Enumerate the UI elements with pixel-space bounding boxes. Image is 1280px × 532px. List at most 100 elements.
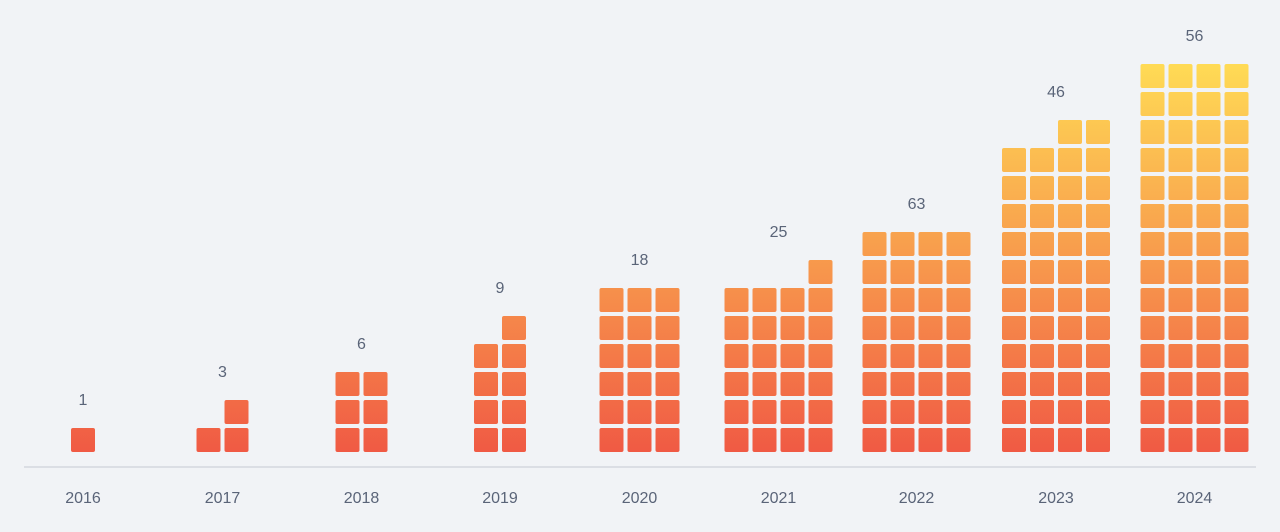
value-label-2023: 46	[1047, 84, 1065, 101]
block-2021-12	[808, 372, 833, 396]
block-2021-2	[752, 428, 777, 452]
block-2020-14	[627, 316, 652, 340]
block-2022-15	[918, 344, 943, 368]
block-2023-18	[1030, 316, 1054, 340]
x-tick-label-2020: 2020	[622, 490, 658, 507]
block-2017-1	[196, 428, 221, 452]
value-label-2022: 63	[908, 196, 926, 213]
labels-layer: 1 2016 3 2017 6 2018 9 2019 18 2020 25 2021 63 2022 46…	[65, 28, 1212, 507]
block-2023-1	[1002, 428, 1026, 452]
block-2022-27	[918, 260, 943, 284]
block-2022-5	[862, 400, 887, 424]
block-2023-19	[1058, 316, 1082, 340]
block-2021-13	[724, 344, 749, 368]
block-2018-1	[335, 428, 360, 452]
block-2023-34	[1030, 204, 1054, 228]
block-2023-27	[1058, 260, 1082, 284]
block-2022-17	[862, 316, 887, 340]
x-tick-label-2022: 2022	[899, 490, 935, 507]
block-2024-34	[1168, 204, 1193, 228]
block-2024-45	[1140, 120, 1165, 144]
block-2024-2	[1168, 428, 1193, 452]
block-2024-17	[1140, 316, 1165, 340]
block-2022-9	[862, 372, 887, 396]
block-2024-54	[1168, 64, 1193, 88]
block-2023-11	[1058, 372, 1082, 396]
block-2024-29	[1140, 232, 1165, 256]
block-2021-14	[752, 344, 777, 368]
block-2022-13	[862, 344, 887, 368]
block-2024-1	[1140, 428, 1165, 452]
block-2023-43	[1058, 148, 1082, 172]
block-2021-8	[808, 400, 833, 424]
block-2020-5	[627, 400, 652, 424]
block-2022-20	[946, 316, 971, 340]
block-2016-1	[71, 428, 95, 452]
block-2023-41	[1002, 148, 1026, 172]
block-2024-48	[1224, 120, 1249, 144]
block-2024-22	[1168, 288, 1193, 312]
block-2021-19	[780, 316, 805, 340]
block-2021-20	[808, 316, 833, 340]
block-2023-31	[1058, 232, 1082, 256]
block-2022-24	[946, 288, 971, 312]
block-2021-17	[724, 316, 749, 340]
block-2022-26	[890, 260, 915, 284]
block-2020-7	[599, 372, 624, 396]
block-2020-17	[627, 288, 652, 312]
block-2024-44	[1224, 148, 1249, 172]
block-2021-25	[808, 260, 833, 284]
block-2023-9	[1002, 372, 1026, 396]
block-2022-7	[918, 400, 943, 424]
block-2020-12	[655, 344, 680, 368]
block-2024-32	[1224, 232, 1249, 256]
block-2022-12	[946, 372, 971, 396]
x-tick-label-2021: 2021	[761, 490, 797, 507]
block-2023-24	[1086, 288, 1110, 312]
block-2023-46	[1086, 120, 1110, 144]
block-2017-2	[224, 428, 249, 452]
block-2024-36	[1224, 204, 1249, 228]
block-2020-1	[599, 428, 624, 452]
block-2021-11	[780, 372, 805, 396]
block-2023-13	[1002, 344, 1026, 368]
block-2022-4	[946, 428, 971, 452]
block-2024-25	[1140, 260, 1165, 284]
block-2024-8	[1224, 400, 1249, 424]
block-2021-15	[780, 344, 805, 368]
value-label-2017: 3	[218, 364, 227, 381]
value-label-2021: 25	[770, 224, 788, 241]
value-label-2019: 9	[496, 280, 505, 297]
block-2021-5	[724, 400, 749, 424]
block-2023-20	[1086, 316, 1110, 340]
block-2024-46	[1168, 120, 1193, 144]
block-2023-10	[1030, 372, 1054, 396]
block-2023-22	[1030, 288, 1054, 312]
block-2019-6	[502, 372, 526, 396]
block-2024-39	[1196, 176, 1221, 200]
block-2023-23	[1058, 288, 1082, 312]
block-2024-37	[1140, 176, 1165, 200]
x-tick-label-2024: 2024	[1177, 490, 1213, 507]
block-2021-21	[724, 288, 749, 312]
block-2022-25	[862, 260, 887, 284]
block-2017-3	[224, 400, 249, 424]
block-2024-52	[1224, 92, 1249, 116]
block-2021-24	[808, 288, 833, 312]
block-2024-18	[1168, 316, 1193, 340]
block-2023-4	[1086, 428, 1110, 452]
block-2020-13	[599, 316, 624, 340]
block-2024-40	[1224, 176, 1249, 200]
block-2024-4	[1224, 428, 1249, 452]
block-2021-9	[724, 372, 749, 396]
block-2019-9	[502, 316, 526, 340]
block-2023-15	[1058, 344, 1082, 368]
block-2023-26	[1030, 260, 1054, 284]
block-2023-38	[1030, 176, 1054, 200]
block-2023-44	[1086, 148, 1110, 172]
block-2024-43	[1196, 148, 1221, 172]
block-2021-10	[752, 372, 777, 396]
block-2019-4	[502, 400, 526, 424]
